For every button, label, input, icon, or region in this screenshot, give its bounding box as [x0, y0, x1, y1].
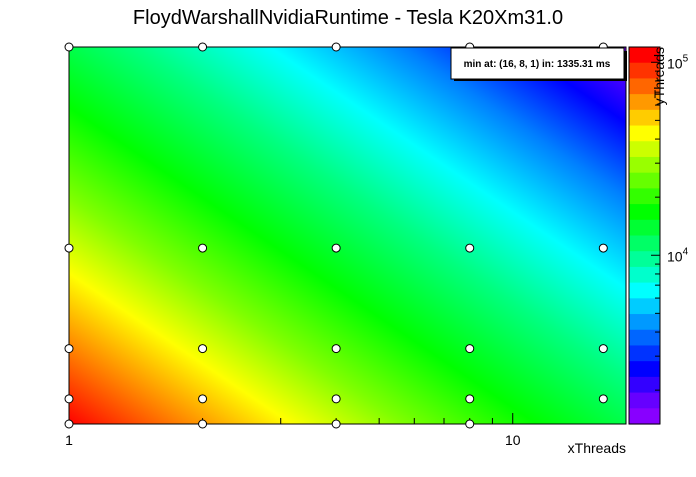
colorbar-band [629, 361, 660, 378]
min-annotation-text: min at: (16, 8, 1) in: 1335.31 ms [464, 59, 611, 70]
heatmap-surface [69, 47, 626, 424]
colorbar-band [629, 94, 660, 111]
colorbar-band [629, 314, 660, 331]
colorbar-band [629, 251, 660, 268]
colorbar-band [629, 235, 660, 252]
colorbar-tick-label: 104 [667, 246, 689, 264]
colorbar-band [629, 266, 660, 284]
colorbar-band [629, 62, 660, 80]
colorbar-band [629, 109, 660, 127]
colorbar-tick-label: 105 [667, 53, 689, 71]
x-axis-label: xThreads [568, 440, 626, 456]
data-point [598, 243, 608, 253]
colorbar-band [629, 282, 660, 299]
data-point [64, 243, 74, 253]
colorbar-band [629, 172, 660, 189]
data-point [331, 42, 341, 52]
data-point [198, 243, 208, 253]
data-point [331, 419, 341, 429]
data-point [64, 394, 74, 404]
annotation-background [450, 47, 625, 80]
colorbar-band [629, 345, 660, 362]
data-point [598, 394, 608, 404]
colorbar-band [629, 125, 660, 142]
colorbar-band [629, 408, 660, 425]
data-point [331, 344, 341, 354]
colorbar-band [629, 392, 660, 409]
data-point [198, 419, 208, 429]
colorbar-band [629, 156, 660, 174]
data-point [64, 344, 74, 354]
colorbar-band [629, 78, 660, 95]
colorbar-band [629, 298, 660, 315]
colorbar-band [629, 141, 660, 158]
y-axis-label: yThreads [651, 47, 667, 105]
plot-frame [68, 46, 627, 425]
colorbar-band [629, 204, 660, 221]
data-points [64, 42, 608, 429]
colorbar-band [629, 47, 660, 64]
data-point [598, 344, 608, 354]
colorbar-band [629, 188, 660, 205]
data-point [465, 394, 475, 404]
colorbar: 104 105 [628, 46, 689, 425]
data-point [465, 243, 475, 253]
x-tick-label: 1 [65, 432, 73, 448]
colorbar-frame [628, 46, 661, 425]
x-axis-tick-labels: 1 10 [65, 432, 521, 448]
x-tick-label: 10 [505, 432, 521, 448]
colorbar-band [629, 219, 660, 237]
data-point [465, 344, 475, 354]
data-point [331, 243, 341, 253]
chart-title: FloydWarshallNvidiaRuntime - Tesla K20Xm… [133, 7, 563, 29]
data-point [198, 394, 208, 404]
min-annotation-box: min at: (16, 8, 1) in: 1335.31 ms [450, 47, 627, 81]
data-point [331, 394, 341, 404]
colorbar-band [629, 376, 660, 394]
colorbar-band [629, 329, 660, 347]
data-point [64, 42, 74, 52]
data-point [64, 419, 74, 429]
data-point [198, 344, 208, 354]
data-point [465, 419, 475, 429]
plot-area [68, 46, 627, 425]
data-point [198, 42, 208, 52]
